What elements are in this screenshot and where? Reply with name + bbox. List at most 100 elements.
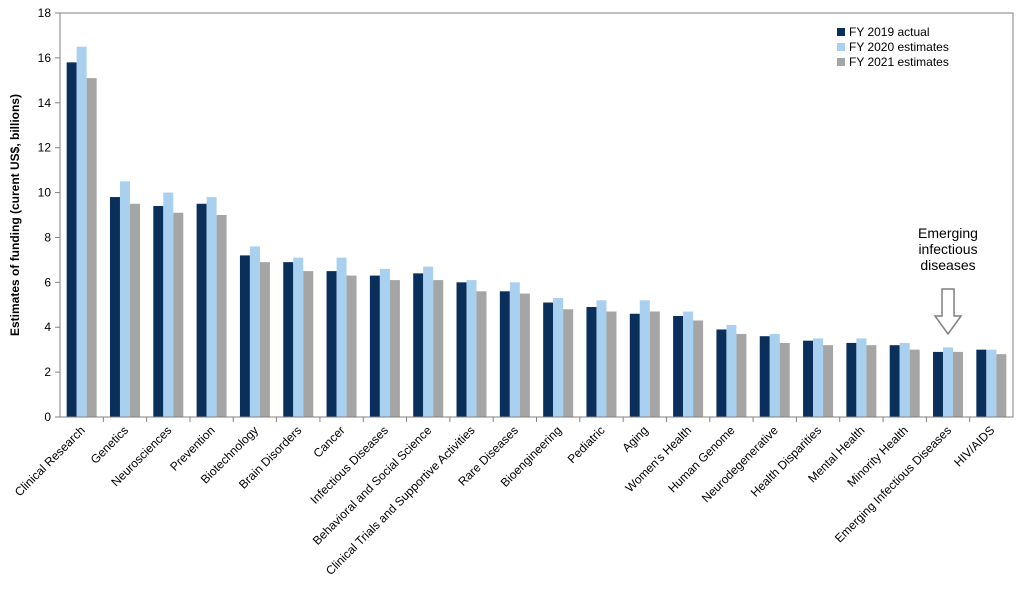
annotation-text-line: Emerging <box>918 225 978 241</box>
bar-fy2021 <box>606 311 617 417</box>
y-tick-label: 16 <box>38 51 52 65</box>
bar-fy2019 <box>413 273 424 417</box>
bar-fy2019 <box>803 340 814 417</box>
x-tick-label: Genetics <box>88 423 131 466</box>
bar-fy2020 <box>553 298 564 417</box>
x-tick-label: Pediatric <box>565 423 608 466</box>
bar-fy2021 <box>736 333 747 417</box>
y-tick-label: 14 <box>38 96 52 110</box>
bar-fy2020 <box>899 342 910 417</box>
bar-fy2020 <box>986 349 997 417</box>
bar-fy2019 <box>369 275 380 417</box>
bars-group <box>66 46 1007 418</box>
y-tick-label: 8 <box>44 230 51 244</box>
bar-fy2021 <box>433 280 444 417</box>
bar-fy2019 <box>629 313 640 417</box>
bar-fy2020 <box>813 338 824 417</box>
x-axis-tick-labels: Clinical Research GeneticsNeurosciencesPr… <box>12 417 997 578</box>
bar-fy2019 <box>66 62 77 417</box>
bar-fy2021 <box>346 275 357 417</box>
x-tick-label: Aging <box>619 423 651 455</box>
bar-fy2021 <box>173 212 184 417</box>
bar-fy2019 <box>586 307 597 417</box>
bar-fy2021 <box>649 311 660 417</box>
bar-fy2020 <box>509 282 520 417</box>
annotation-text-line: diseases <box>920 257 975 273</box>
bar-fy2021 <box>86 78 97 417</box>
bar-fy2019 <box>759 336 770 417</box>
bar-fy2020 <box>119 181 130 417</box>
bar-fy2020 <box>596 300 607 417</box>
bar-fy2021 <box>996 354 1007 417</box>
bar-fy2019 <box>716 329 727 417</box>
bar-fy2019 <box>456 282 467 417</box>
bar-fy2019 <box>283 262 294 417</box>
bar-fy2021 <box>476 291 487 417</box>
bar-fy2019 <box>846 342 857 417</box>
y-axis-title: Estimates of funding (curent US$, billio… <box>8 94 22 336</box>
bar-fy2019 <box>933 351 944 417</box>
bar-fy2021 <box>216 215 227 417</box>
x-tick-label: Cancer <box>310 423 347 460</box>
x-tick-label: Neurodegenerative <box>699 423 781 505</box>
legend-swatch <box>837 58 845 66</box>
bar-fy2020 <box>856 338 867 417</box>
bar-fy2021 <box>519 293 530 417</box>
bar-fy2020 <box>726 324 737 417</box>
bar-fy2020 <box>639 300 650 417</box>
bar-fy2020 <box>769 333 780 417</box>
legend-label: FY 2020 estimates <box>849 40 949 54</box>
bar-fy2019 <box>889 345 900 417</box>
bar-fy2020 <box>466 280 477 417</box>
annotation-text-line: infectious <box>918 241 977 257</box>
bar-fy2020 <box>249 246 260 417</box>
bar-fy2020 <box>163 192 174 417</box>
bar-fy2021 <box>389 280 400 417</box>
bar-fy2021 <box>909 349 920 417</box>
x-tick-label: Clinical Research <box>12 423 88 499</box>
bar-fy2019 <box>196 203 207 417</box>
bar-fy2021 <box>823 345 834 417</box>
x-tick-label: HIV/AIDS <box>951 423 997 469</box>
bar-fy2019 <box>543 302 554 417</box>
legend-swatch <box>837 43 845 51</box>
y-tick-label: 4 <box>44 320 51 334</box>
y-tick-label: 6 <box>44 275 51 289</box>
bar-fy2021 <box>563 309 574 417</box>
y-tick-label: 10 <box>38 186 52 200</box>
bar-fy2019 <box>109 197 120 417</box>
bar-fy2021 <box>693 320 704 417</box>
bar-fy2019 <box>153 206 164 417</box>
bar-fy2021 <box>866 345 877 417</box>
y-tick-label: 0 <box>44 410 51 424</box>
x-tick-label: Infectious Diseases <box>308 423 391 506</box>
legend-label: FY 2021 estimates <box>849 55 949 69</box>
bar-fy2019 <box>239 255 250 417</box>
bar-fy2020 <box>293 257 304 417</box>
bar-fy2020 <box>76 46 87 418</box>
y-tick-label: 2 <box>44 365 51 379</box>
legend-label: FY 2019 actual <box>849 25 930 39</box>
bar-fy2019 <box>673 316 684 417</box>
bar-fy2021 <box>259 262 270 417</box>
bar-fy2021 <box>129 203 140 417</box>
bar-fy2021 <box>779 342 790 417</box>
y-tick-label: 12 <box>38 141 52 155</box>
bar-fy2020 <box>336 257 347 417</box>
bar-fy2020 <box>683 311 694 417</box>
bar-fy2019 <box>976 349 987 417</box>
bar-fy2020 <box>379 268 390 417</box>
legend-swatch <box>837 28 845 36</box>
bar-fy2020 <box>206 197 217 417</box>
down-arrow-icon <box>933 288 963 336</box>
y-axis-ticks: 0 2 4 6 8 10 12 14 16 18 <box>38 6 60 424</box>
bar-fy2020 <box>423 266 434 417</box>
bar-fy2021 <box>303 271 314 417</box>
bar-fy2021 <box>953 351 964 417</box>
bar-fy2019 <box>326 271 337 417</box>
bar-fy2020 <box>943 347 954 417</box>
y-tick-label: 18 <box>38 6 52 20</box>
